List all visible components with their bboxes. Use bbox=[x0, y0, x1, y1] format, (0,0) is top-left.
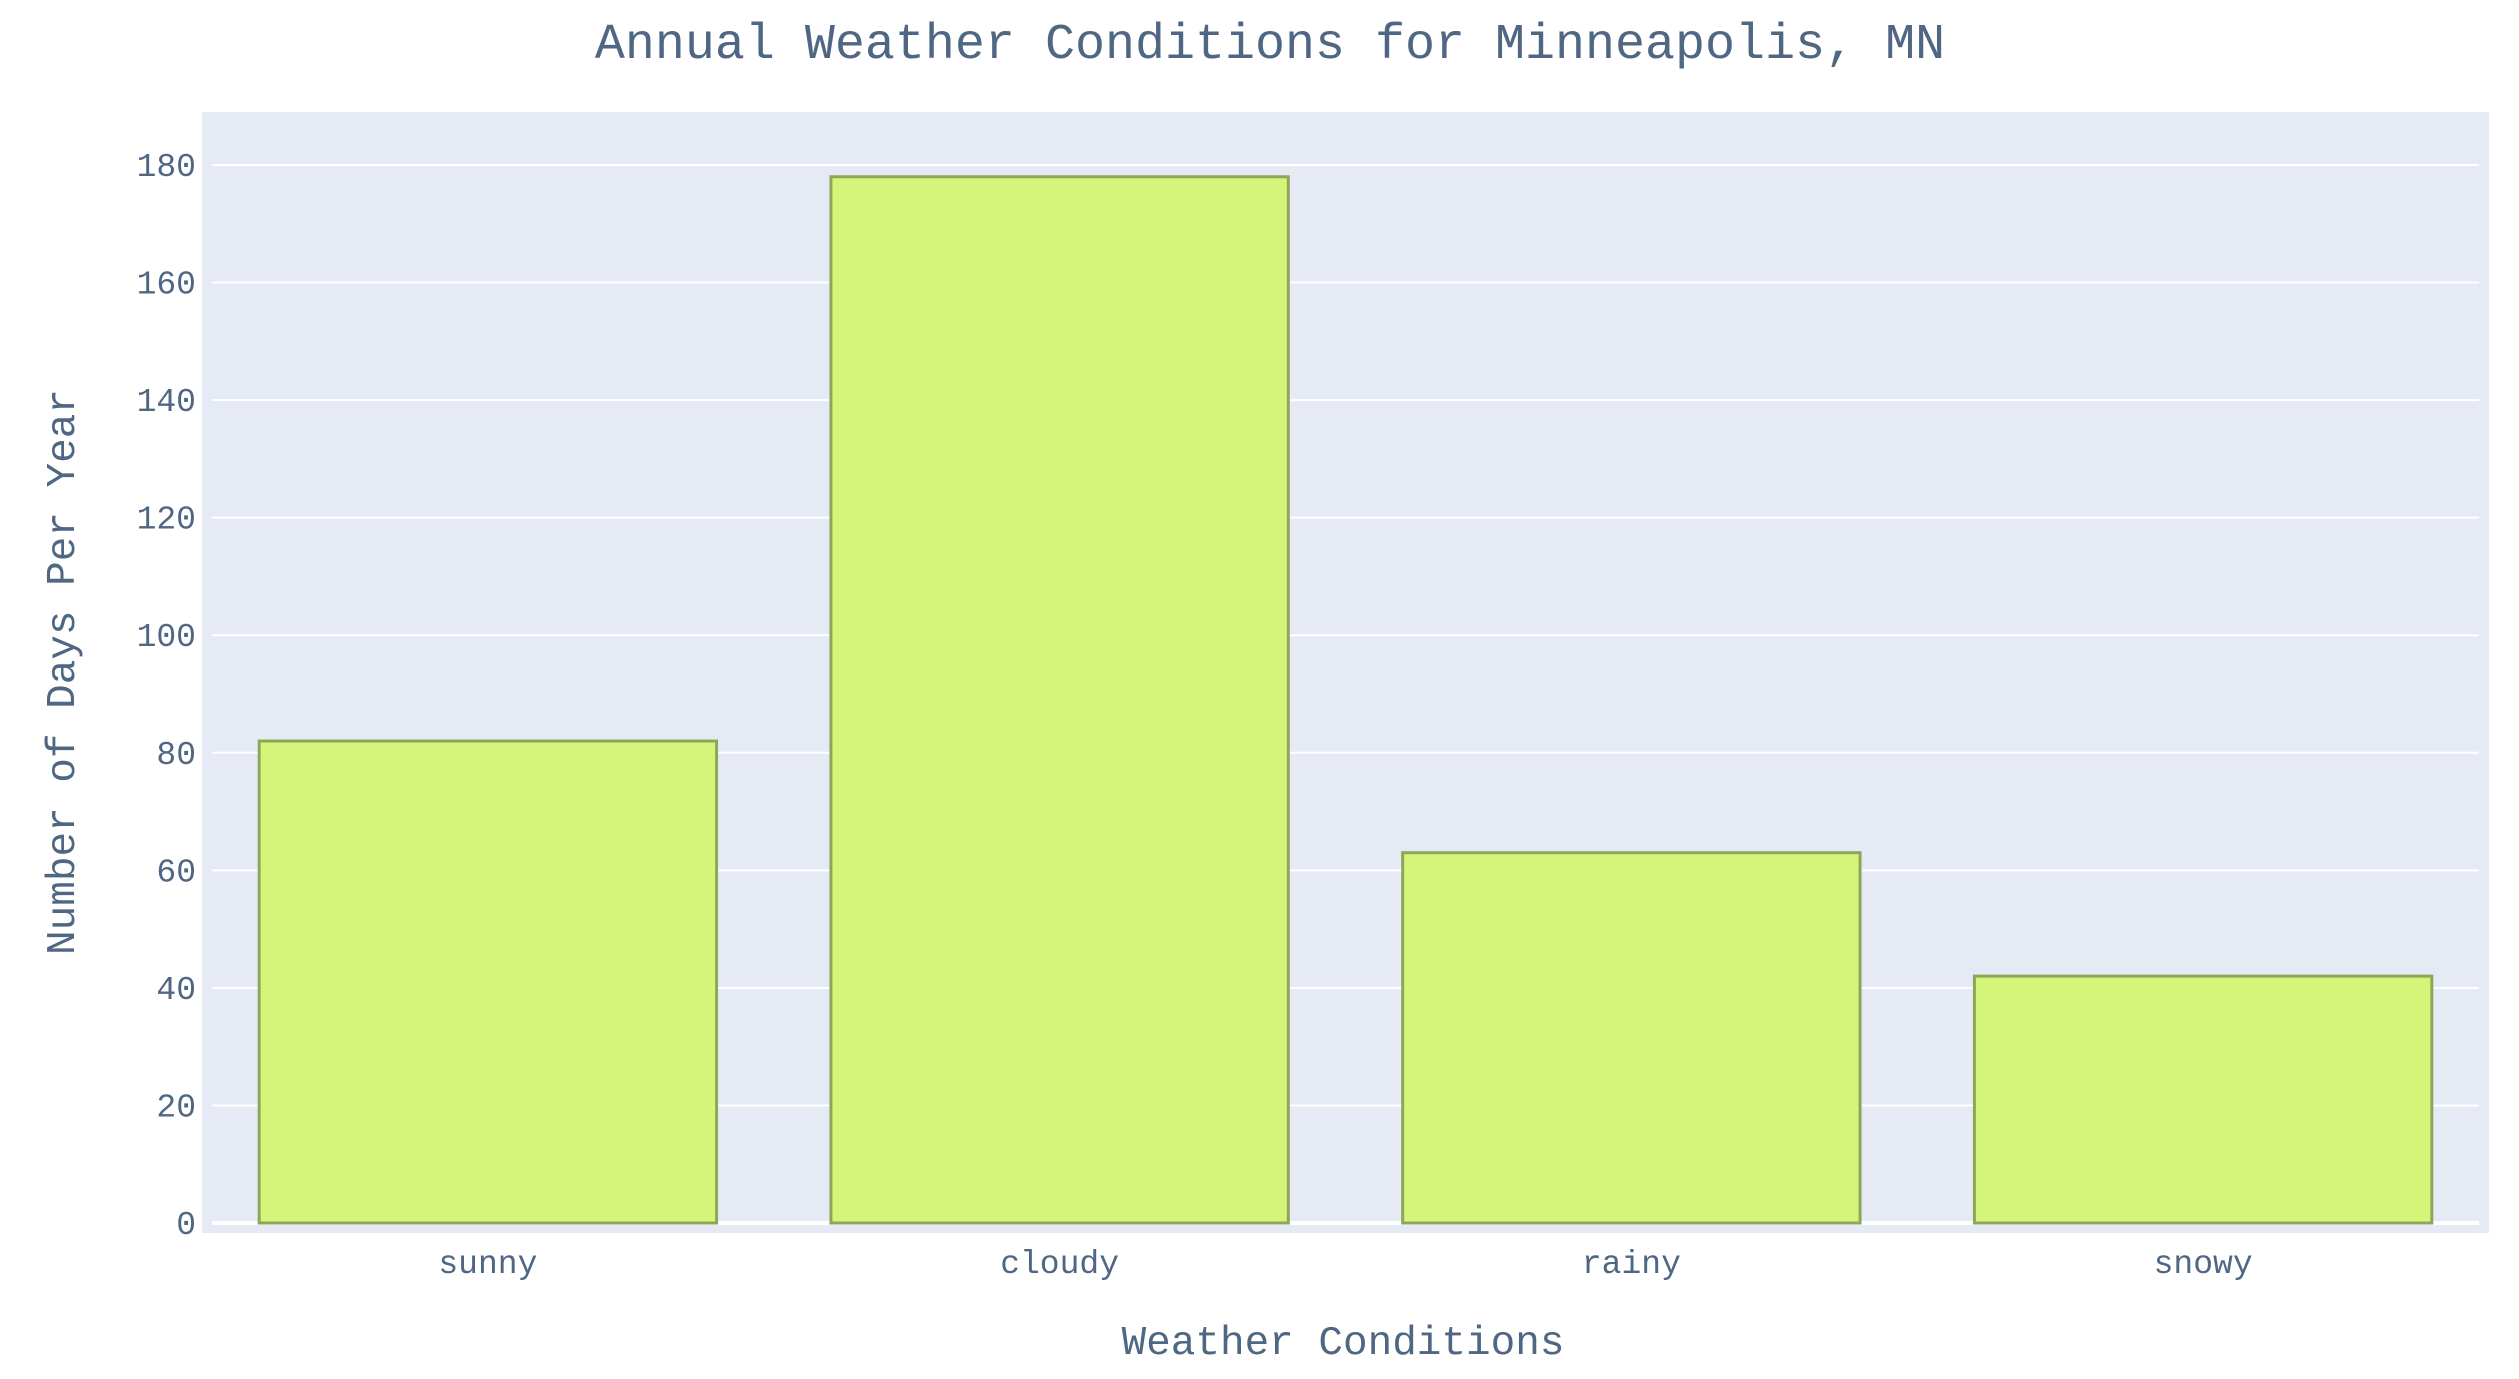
chart-title: Annual Weather Conditions for Minneapoli… bbox=[595, 17, 1945, 74]
bars bbox=[257, 175, 2434, 1225]
y-axis-ticks: 0 20 40 60 80 100 120 140 160 180 bbox=[137, 149, 196, 1244]
y-tick-label: 20 bbox=[156, 1089, 196, 1126]
y-tick-label: 40 bbox=[156, 972, 196, 1009]
y-tick-label: 140 bbox=[137, 384, 196, 421]
y-tick-label: 0 bbox=[176, 1207, 196, 1244]
x-tick-label-sunny: sunny bbox=[438, 1246, 537, 1283]
bar-rainy[interactable] bbox=[1401, 851, 1862, 1225]
y-tick-label: 80 bbox=[156, 737, 196, 774]
y-tick-label: 60 bbox=[156, 854, 196, 891]
bar-cloudy[interactable] bbox=[829, 175, 1290, 1225]
bar-sunny[interactable] bbox=[257, 739, 719, 1225]
x-tick-label-rainy: rainy bbox=[1582, 1246, 1681, 1283]
x-tick-label-snowy: snowy bbox=[2154, 1246, 2253, 1283]
y-axis-title: Number of Days Per Year bbox=[41, 389, 87, 955]
y-tick-label: 160 bbox=[137, 267, 196, 304]
y-tick-label: 180 bbox=[137, 149, 196, 186]
x-axis-title: Weather Conditions bbox=[1122, 1321, 1565, 1367]
y-tick-label: 120 bbox=[137, 502, 196, 539]
bar-snowy[interactable] bbox=[1972, 974, 2434, 1225]
x-tick-label-cloudy: cloudy bbox=[1000, 1246, 1119, 1283]
x-axis-ticks: sunny cloudy rainy snowy bbox=[438, 1246, 2252, 1283]
y-tick-label: 100 bbox=[137, 619, 196, 656]
